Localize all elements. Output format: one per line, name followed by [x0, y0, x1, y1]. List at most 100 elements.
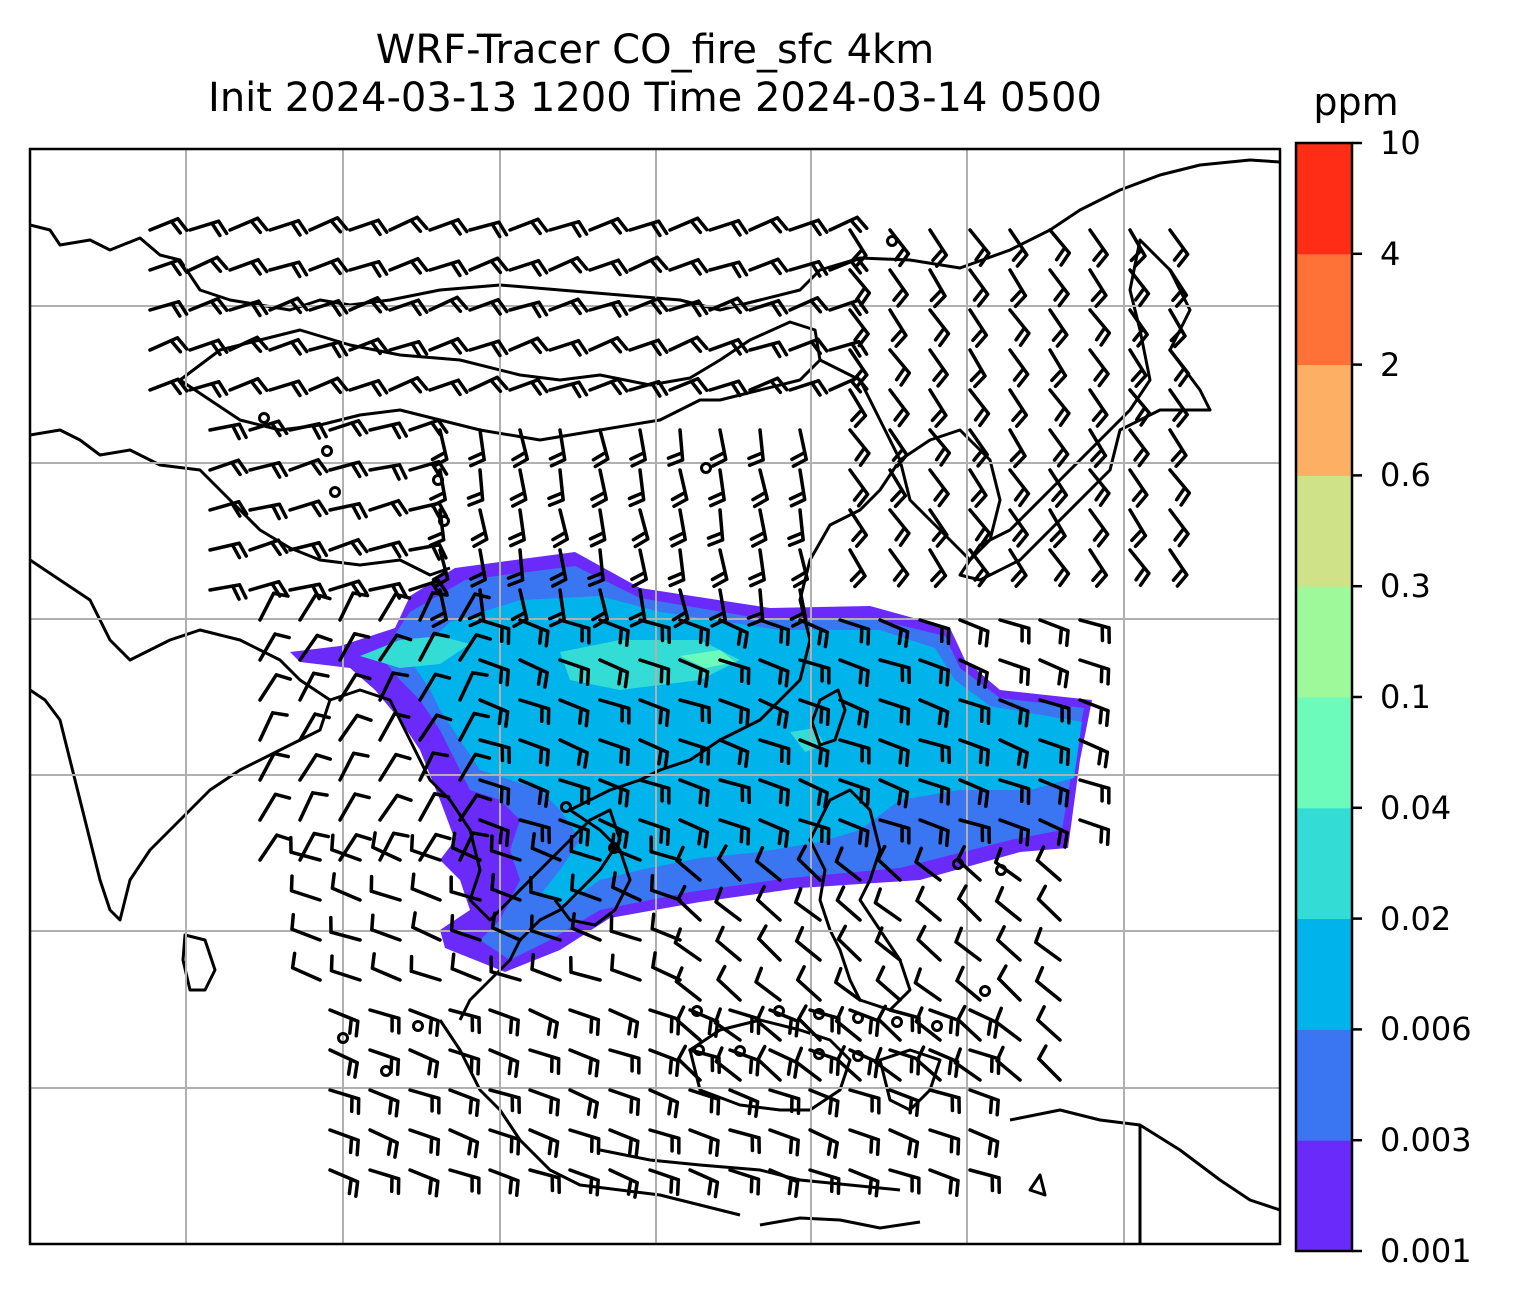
- colorbar: [1296, 141, 1362, 1253]
- map-frame: [28, 147, 1282, 1246]
- calm-wind-circle: [337, 1032, 349, 1044]
- wind-barb: [793, 886, 822, 922]
- wind-barb: [1168, 228, 1190, 268]
- wind-barb: [1088, 308, 1112, 347]
- wind-barb: [650, 912, 682, 942]
- wind-barb: [848, 1168, 880, 1198]
- wind-barb: [368, 1128, 399, 1159]
- wind-barb: [548, 297, 589, 316]
- wind-barb: [998, 698, 1030, 728]
- wind-barb: [790, 428, 808, 468]
- wind-barb: [368, 1088, 400, 1118]
- wind-barb: [768, 1048, 799, 1079]
- plume-level-3: [360, 636, 470, 668]
- wind-barb: [1008, 228, 1029, 268]
- colorbar-tick-label: 0.3: [1380, 567, 1431, 606]
- wind-barb: [329, 954, 362, 982]
- wind-barb: [1078, 658, 1111, 686]
- wind-barb: [378, 592, 412, 622]
- wind-barb: [518, 658, 549, 689]
- wind-barb: [1088, 348, 1110, 388]
- wind-barb: [718, 778, 751, 805]
- wind-barb: [431, 548, 450, 589]
- wind-barb: [208, 583, 248, 601]
- wind-barb: [914, 846, 942, 882]
- wind-barb: [458, 592, 491, 622]
- wind-barb: [588, 508, 607, 548]
- wind-barb: [449, 875, 482, 902]
- coast-india: [30, 558, 332, 922]
- wind-barb: [838, 738, 871, 765]
- wind-barb: [388, 376, 429, 394]
- wind-barb: [298, 671, 330, 702]
- wind-barb: [608, 1128, 640, 1158]
- wind-barb: [228, 257, 269, 276]
- colorbar-tick-label: 0.003: [1380, 1121, 1472, 1160]
- wind-barb: [258, 591, 290, 622]
- wind-barb: [529, 875, 562, 902]
- wind-barb: [448, 1088, 480, 1118]
- wind-barb: [669, 508, 687, 548]
- wind-barb: [928, 468, 950, 508]
- co-plume: [290, 552, 1092, 972]
- wind-barb: [488, 1168, 520, 1198]
- wind-barb: [928, 1008, 960, 1037]
- calm-wind-circle: [734, 1045, 746, 1057]
- wind-barb: [628, 379, 669, 398]
- wind-barb: [598, 658, 630, 689]
- wind-barb: [418, 672, 452, 702]
- colorbar-segment: [1296, 143, 1352, 255]
- wind-barb: [958, 658, 989, 689]
- wind-barb: [758, 778, 790, 807]
- wind-barb: [876, 844, 902, 882]
- wind-barb: [328, 1088, 361, 1116]
- wind-barb: [728, 1008, 761, 1036]
- wind-barb: [289, 835, 322, 862]
- wind-barb: [888, 1128, 920, 1159]
- wind-barb: [788, 259, 829, 278]
- wind-barb: [728, 1128, 761, 1155]
- wind-barb: [1038, 658, 1070, 689]
- wind-barb: [649, 835, 682, 862]
- wind-barb: [1008, 348, 1030, 388]
- wind-barb: [489, 834, 522, 862]
- wind-barb: [588, 336, 629, 354]
- wind-barb: [928, 268, 947, 309]
- wind-barb: [530, 832, 562, 862]
- wind-barb: [928, 1128, 961, 1156]
- wind-barb: [998, 818, 1030, 847]
- wind-barb: [768, 1168, 800, 1198]
- wind-barb: [1128, 348, 1148, 389]
- wind-barb: [668, 299, 709, 318]
- wind-barb: [348, 218, 389, 237]
- coast-png: [1009, 1108, 1280, 1212]
- wind-barb: [570, 912, 602, 942]
- wind-barb: [328, 418, 369, 437]
- calm-wind-circle: [700, 462, 712, 474]
- wind-barb: [888, 1088, 920, 1118]
- wind-barb: [748, 216, 789, 234]
- wind-barb: [470, 508, 489, 549]
- wind-barb: [918, 618, 951, 646]
- wind-barb: [427, 508, 446, 548]
- wind-barb: [551, 508, 570, 549]
- wind-barb: [370, 952, 402, 982]
- wind-barb: [330, 833, 362, 862]
- wind-barb: [1128, 468, 1149, 508]
- wind-barb: [228, 216, 269, 235]
- wind-barb: [628, 338, 669, 357]
- wind-barb: [466, 468, 485, 507]
- wind-barb: [1048, 268, 1070, 308]
- wind-barb: [248, 460, 289, 479]
- plume-level-4: [680, 650, 735, 668]
- wind-barb: [848, 268, 872, 307]
- wind-barb: [873, 887, 902, 922]
- wind-barb: [488, 1088, 521, 1115]
- colorbar-segment: [1296, 807, 1352, 920]
- wind-barb: [428, 259, 469, 278]
- wind-barb: [428, 295, 469, 314]
- wind-barb: [610, 953, 642, 982]
- colorbar-tick-label: 2: [1380, 345, 1401, 384]
- wind-barb: [1048, 548, 1071, 588]
- wind-barb: [258, 751, 291, 782]
